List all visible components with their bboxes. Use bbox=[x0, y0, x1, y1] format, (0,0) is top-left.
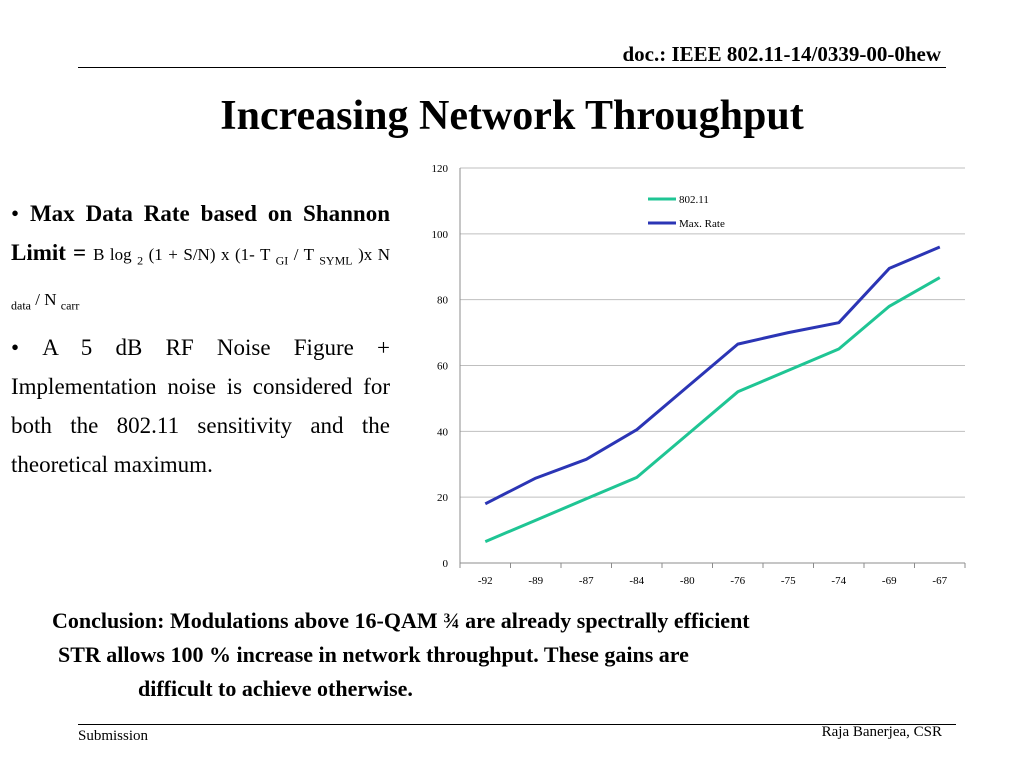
x-tick-label: -80 bbox=[680, 575, 695, 587]
throughput-line-chart: 0 20 40 60 80 100 120 -92 -89 -87 -84 -80 -76 -75 -74 -… bbox=[432, 163, 966, 587]
y-tick-label: 20 bbox=[437, 492, 449, 504]
conclusion-line-1: Conclusion: Modulations above 16-QAM ¾ a… bbox=[52, 608, 750, 633]
y-tick-label: 60 bbox=[437, 361, 449, 373]
series-line bbox=[484, 245, 941, 506]
bullet-list: • Max Data Rate based on Shannon Limit =… bbox=[11, 194, 390, 484]
x-tick-label: -89 bbox=[528, 575, 543, 587]
bullet-lead-text: Max Data Rate based on Shannon Limit bbox=[11, 201, 390, 265]
footer-author: Raja Banerjea, CSR bbox=[821, 724, 942, 740]
footer-submission: Submission bbox=[78, 728, 149, 744]
x-tick-label: -84 bbox=[629, 575, 644, 587]
conclusion-line-2: STR allows 100 % increase in network thr… bbox=[58, 642, 689, 667]
bullet-noise-figure: • A 5 dB RF Noise Figure + Implementatio… bbox=[11, 334, 390, 477]
header-divider bbox=[78, 67, 946, 68]
x-tick-label: -87 bbox=[579, 575, 594, 587]
formula-subscript: 2 bbox=[137, 253, 144, 268]
legend-label: 802.11 bbox=[679, 194, 709, 206]
x-tick-label: -67 bbox=[932, 575, 947, 587]
formula-equals: = bbox=[72, 240, 87, 265]
y-tick-label: 100 bbox=[432, 229, 449, 241]
formula-subscript: GI bbox=[275, 253, 289, 268]
x-tick-label: -76 bbox=[730, 575, 745, 587]
conclusion: Conclusion: Modulations above 16-QAM ¾ a… bbox=[0, 604, 1024, 706]
formula-part: / T bbox=[293, 245, 314, 264]
y-tick-label: 80 bbox=[437, 295, 449, 307]
footer-divider bbox=[78, 724, 956, 725]
y-tick-label: 0 bbox=[443, 558, 449, 570]
formula-part: (1 + S/N) x (1- T bbox=[148, 245, 271, 264]
y-tick-label: 120 bbox=[432, 163, 449, 175]
x-tick-label: -75 bbox=[781, 575, 796, 587]
formula-part: B log bbox=[93, 245, 132, 264]
bullet-shannon-limit: • Max Data Rate based on Shannon Limit =… bbox=[11, 201, 391, 313]
formula-part: )x N bbox=[358, 245, 391, 264]
y-tick-label: 40 bbox=[437, 426, 449, 438]
x-tick-label: -69 bbox=[882, 575, 897, 587]
formula-subscript: carr bbox=[60, 298, 80, 313]
formula-part: / N bbox=[35, 290, 57, 310]
bullet-text: A 5 dB RF Noise Figure + Implementation … bbox=[11, 334, 390, 477]
formula-subscript: SYML bbox=[319, 253, 353, 268]
series-line bbox=[484, 276, 941, 543]
formula-subscript: data bbox=[11, 298, 31, 313]
x-tick-label: -74 bbox=[831, 575, 846, 587]
x-tick-label: -92 bbox=[478, 575, 493, 587]
conclusion-line-3: difficult to achieve otherwise. bbox=[138, 676, 413, 701]
page-title: Increasing Network Throughput bbox=[220, 93, 804, 139]
document-id: doc.: IEEE 802.11-14/0339-00-0hew bbox=[622, 42, 941, 66]
legend-label: Max. Rate bbox=[679, 218, 725, 230]
shannon-formula: B log 2 (1 + S/N) x (1- T GI / T SYML )x… bbox=[11, 245, 391, 313]
